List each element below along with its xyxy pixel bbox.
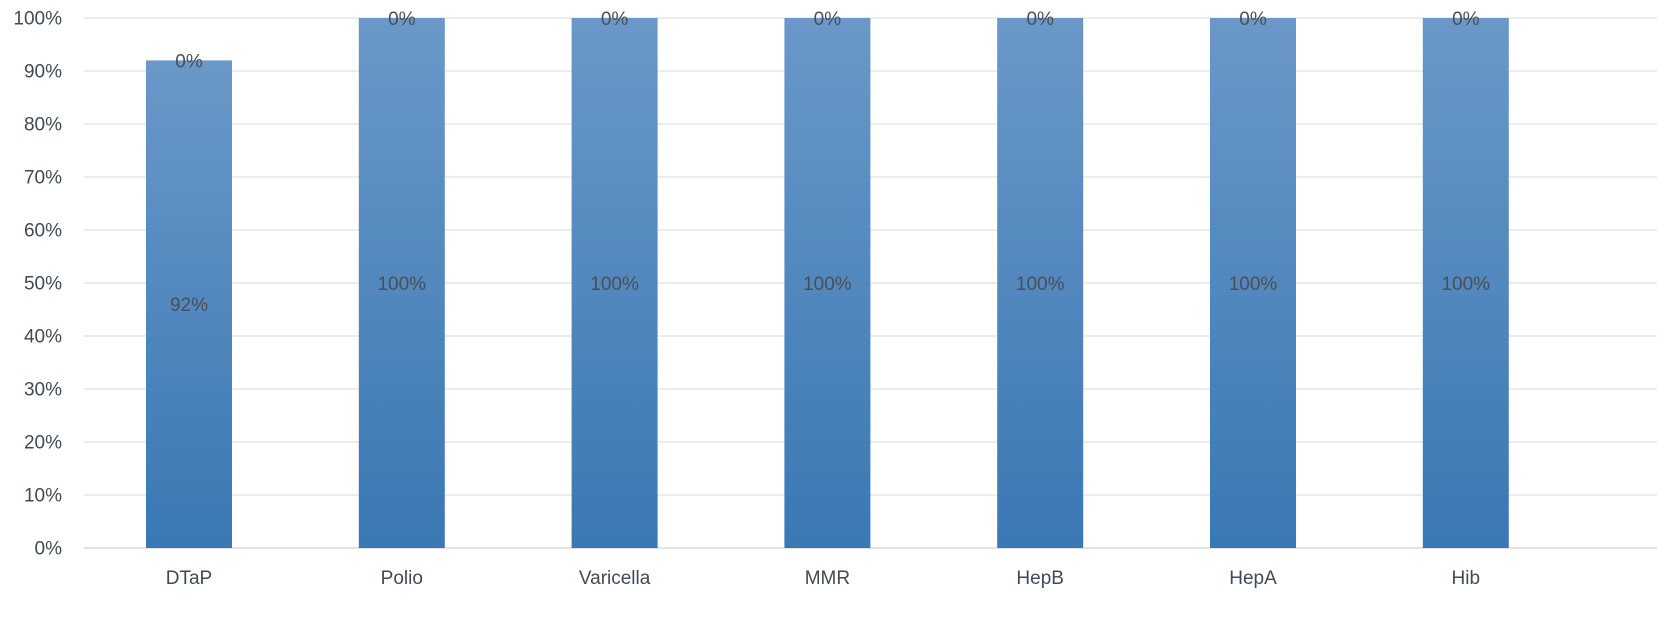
x-tick-label: Varicella <box>579 568 651 589</box>
data-label: 100% <box>377 274 426 295</box>
data-label-series2: 0% <box>175 51 203 72</box>
bar-mmr <box>784 18 871 548</box>
bar-hib <box>1422 18 1509 548</box>
y-tick-label: 90% <box>24 62 62 83</box>
bar-polio <box>358 18 445 548</box>
x-tick-label: MMR <box>805 568 850 589</box>
data-labels: 92% 0% 100% 0% 100% 0% 100% 0% 100% 0% 100% 0% 100% 0… <box>170 9 1490 316</box>
data-label-series2: 0% <box>1452 9 1480 30</box>
bars <box>146 18 1509 549</box>
data-label: 92% <box>170 295 208 316</box>
y-tick-label: 80% <box>24 115 62 136</box>
y-tick-label: 100% <box>13 9 62 30</box>
x-tick-label: HepB <box>1016 568 1064 589</box>
y-tick-label: 30% <box>24 380 62 401</box>
y-tick-label: 0% <box>35 539 63 560</box>
y-tick-label: 60% <box>24 221 62 242</box>
data-label: 100% <box>1229 274 1278 295</box>
bar-hepa <box>1210 18 1296 548</box>
bar-varicella <box>571 18 658 548</box>
data-label: 100% <box>1016 274 1065 295</box>
bar-hepb <box>997 18 1084 548</box>
data-label: 100% <box>590 274 639 295</box>
x-tick-label: Hib <box>1452 568 1481 589</box>
bar-dtap <box>146 60 232 549</box>
y-tick-label: 20% <box>24 433 62 454</box>
data-label-series2: 0% <box>601 9 629 30</box>
x-tick-label: DTaP <box>166 568 212 589</box>
data-label: 100% <box>1441 274 1490 295</box>
y-tick-label: 10% <box>24 486 62 507</box>
y-tick-label: 70% <box>24 168 62 189</box>
data-label-series2: 0% <box>1239 9 1267 30</box>
data-label-series2: 0% <box>1026 9 1054 30</box>
data-label: 100% <box>803 274 852 295</box>
data-label-series2: 0% <box>388 9 416 30</box>
data-label-series2: 0% <box>814 9 842 30</box>
x-axis-category-labels: DTaP Polio Varicella MMR HepB HepA Hib <box>166 568 1480 589</box>
x-tick-label: HepA <box>1229 568 1277 589</box>
y-axis-tick-labels: 0% 10% 20% 30% 40% 50% 60% 70% 80% 90% 100% <box>13 9 62 560</box>
y-tick-label: 40% <box>24 327 62 348</box>
gridlines <box>84 17 1657 549</box>
y-tick-label: 50% <box>24 274 62 295</box>
x-tick-label: Polio <box>381 568 423 589</box>
